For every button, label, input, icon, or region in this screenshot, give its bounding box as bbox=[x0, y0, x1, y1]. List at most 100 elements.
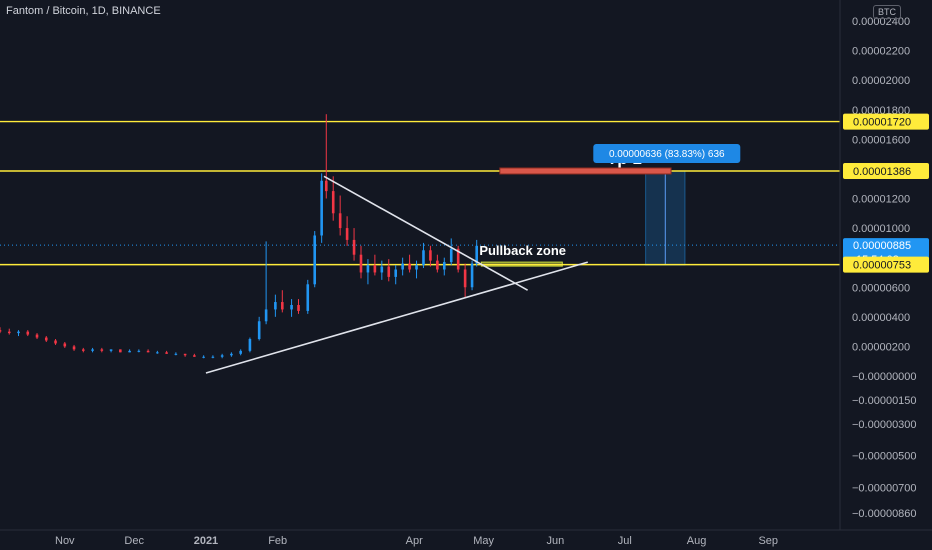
candle-body[interactable] bbox=[211, 356, 215, 358]
time-tick-label: Nov bbox=[55, 535, 75, 547]
time-tick-label: May bbox=[473, 535, 494, 547]
candle-body[interactable] bbox=[401, 263, 404, 270]
candle-body[interactable] bbox=[366, 265, 370, 273]
candle-body[interactable] bbox=[174, 353, 178, 355]
candle-body[interactable] bbox=[290, 305, 293, 310]
last-price-tag-value: 0.00000885 bbox=[853, 240, 911, 252]
price-tick-label: −0.00000700 bbox=[852, 483, 917, 495]
price-tick-label: 0.00000400 bbox=[852, 312, 910, 324]
candle-body[interactable] bbox=[82, 349, 85, 351]
candle-body[interactable] bbox=[380, 266, 384, 273]
candle-body[interactable] bbox=[26, 331, 30, 335]
level-price-tag-value: 0.00000753 bbox=[853, 260, 911, 272]
candle-body[interactable] bbox=[345, 228, 349, 240]
candle-body[interactable] bbox=[429, 250, 432, 261]
time-tick-label: 2021 bbox=[194, 535, 218, 547]
candle-body[interactable] bbox=[137, 350, 141, 352]
candle-body[interactable] bbox=[331, 191, 335, 214]
level-price-tag[interactable] bbox=[843, 162, 929, 179]
candle-body[interactable] bbox=[72, 346, 76, 350]
candle-body[interactable] bbox=[264, 309, 268, 322]
candle-body[interactable] bbox=[7, 331, 11, 334]
price-tick-label: −0.00000150 bbox=[852, 395, 917, 407]
candle-body[interactable] bbox=[202, 356, 205, 358]
level-price-tag[interactable] bbox=[843, 256, 929, 273]
candle-body[interactable] bbox=[119, 349, 122, 353]
candle-body[interactable] bbox=[324, 180, 328, 192]
time-tick-label: Aug bbox=[687, 535, 707, 547]
candle-body[interactable] bbox=[91, 349, 94, 351]
time-tick-label: Dec bbox=[124, 535, 144, 547]
candle-body[interactable] bbox=[239, 350, 242, 354]
candle-body[interactable] bbox=[415, 265, 418, 270]
pullback-label: Pullback zone bbox=[479, 243, 566, 258]
candle-body[interactable] bbox=[17, 331, 20, 334]
level-price-tag[interactable] bbox=[843, 113, 929, 130]
price-tick-label: −0.00000500 bbox=[852, 451, 917, 463]
level-price-tag-value: 0.00001386 bbox=[853, 166, 911, 178]
candle-body[interactable] bbox=[475, 245, 478, 264]
candle-body[interactable] bbox=[442, 262, 446, 270]
time-tick-label: Sep bbox=[758, 535, 778, 547]
candle-body[interactable] bbox=[320, 180, 323, 236]
candle-body[interactable] bbox=[193, 355, 196, 357]
candle-body[interactable] bbox=[248, 339, 252, 351]
candle-body[interactable] bbox=[44, 337, 48, 341]
candle-body[interactable] bbox=[220, 355, 224, 357]
measure-label-box bbox=[593, 143, 741, 163]
time-tick-label: Apr bbox=[406, 535, 423, 547]
time-tick-label: Jun bbox=[546, 535, 564, 547]
candle-body[interactable] bbox=[146, 350, 150, 353]
candle-body[interactable] bbox=[470, 263, 474, 288]
candle-body[interactable] bbox=[0, 330, 2, 332]
candle-body[interactable] bbox=[306, 284, 310, 311]
candle-body[interactable] bbox=[359, 254, 363, 273]
measure-label: 0.00000636 (83.83%) 636 bbox=[609, 149, 725, 160]
candle-body[interactable] bbox=[183, 353, 187, 356]
time-tick-label: Jul bbox=[618, 535, 632, 547]
time-tick-label: Feb bbox=[268, 535, 287, 547]
price-tick-label: 0.00002200 bbox=[852, 46, 910, 58]
candle-body[interactable] bbox=[100, 349, 104, 351]
candle-body[interactable] bbox=[297, 305, 300, 311]
candle-body[interactable] bbox=[63, 343, 67, 347]
candle-body[interactable] bbox=[281, 302, 284, 310]
candle-body[interactable] bbox=[165, 352, 168, 354]
candle-body[interactable] bbox=[35, 334, 39, 338]
candle-body[interactable] bbox=[456, 248, 460, 270]
trendline[interactable] bbox=[205, 261, 588, 374]
currency-badge[interactable]: BTC bbox=[873, 5, 901, 19]
candle-body[interactable] bbox=[128, 350, 131, 353]
candle-body[interactable] bbox=[338, 213, 342, 229]
price-tick-label: 0.00000600 bbox=[852, 282, 910, 294]
candle-body[interactable] bbox=[436, 260, 439, 270]
candle-body[interactable] bbox=[394, 269, 398, 277]
price-tick-label: 0.00001200 bbox=[852, 194, 910, 206]
candle-body[interactable] bbox=[422, 250, 425, 266]
candle-body[interactable] bbox=[313, 235, 317, 285]
candle-body[interactable] bbox=[463, 269, 467, 288]
candle-body[interactable] bbox=[274, 302, 277, 310]
chart-title: Fantom / Bitcoin, 1D, BINANCE bbox=[6, 5, 161, 17]
trendline[interactable] bbox=[323, 175, 528, 291]
candle-body[interactable] bbox=[156, 352, 159, 354]
candle-body[interactable] bbox=[352, 239, 356, 255]
time-axis[interactable]: Nov Dec 2021 Feb Apr May Jun Jul Aug Sep bbox=[55, 535, 778, 547]
tp-zone-bar[interactable] bbox=[499, 167, 672, 175]
price-tick-label: 0.00000200 bbox=[852, 341, 910, 353]
price-tick-label: −0.00000000 bbox=[852, 371, 917, 383]
candle-body[interactable] bbox=[387, 266, 391, 277]
candle-body[interactable] bbox=[449, 248, 453, 263]
candle-body[interactable] bbox=[373, 265, 377, 273]
candle-body[interactable] bbox=[54, 340, 57, 344]
candle-body[interactable] bbox=[408, 263, 411, 270]
price-tick-label: 0.00001600 bbox=[852, 134, 910, 146]
price-tick-label: −0.00000860 bbox=[852, 508, 917, 520]
candle-body[interactable] bbox=[257, 321, 261, 340]
price-tick-label: 0.00001000 bbox=[852, 223, 910, 235]
candle-body[interactable] bbox=[230, 353, 233, 356]
price-tick-label: 0.00002000 bbox=[852, 75, 910, 87]
candle-body[interactable] bbox=[109, 349, 113, 351]
